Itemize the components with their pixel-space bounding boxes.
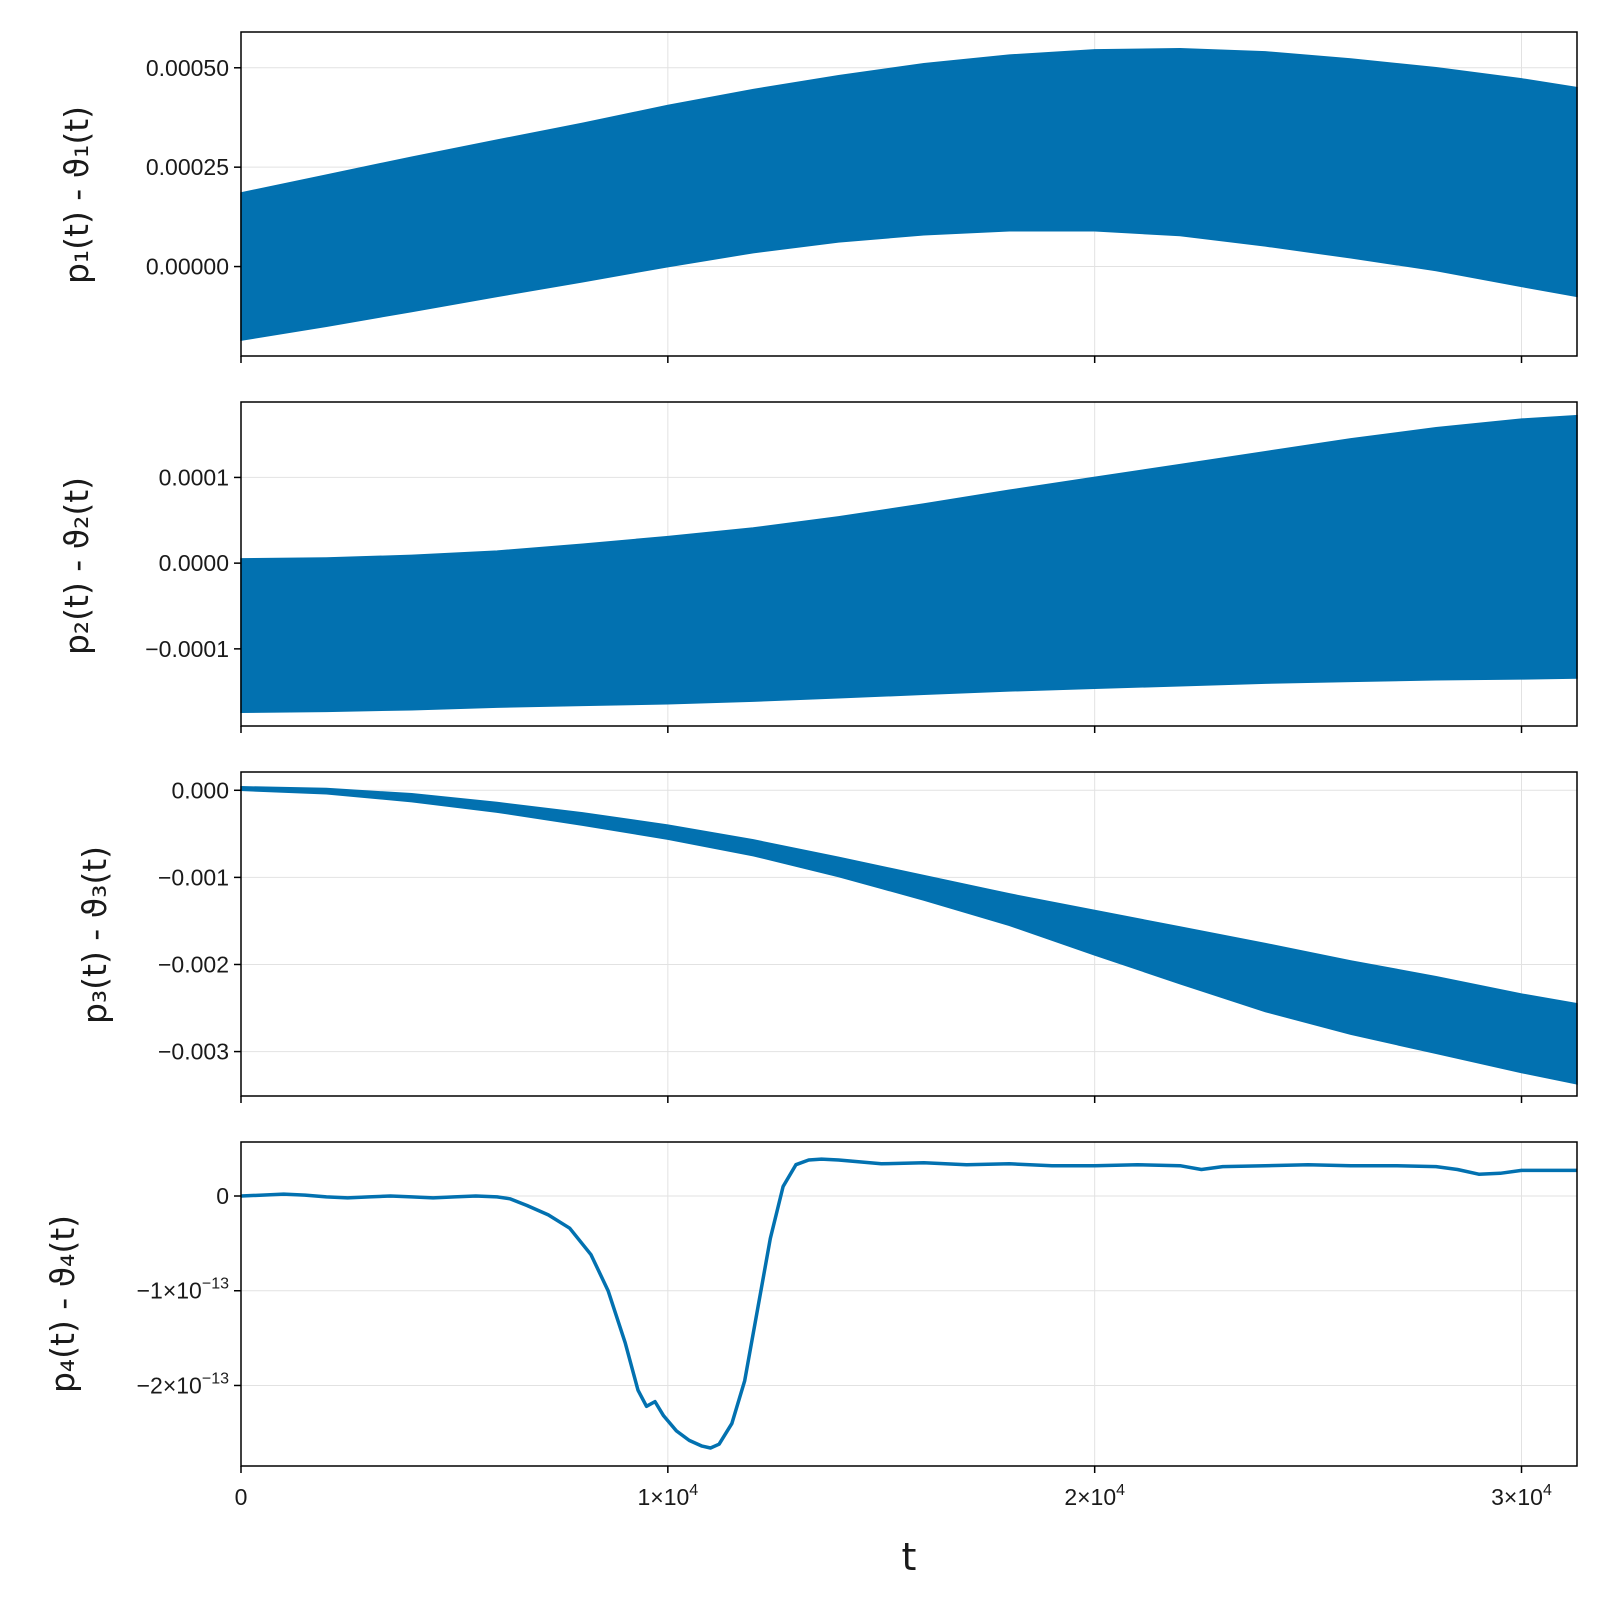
plot-frame	[240, 31, 1578, 357]
y-tick-label: 0	[216, 1183, 229, 1209]
x-tick-label: 3×104	[1491, 1482, 1552, 1510]
x-axis-label: t	[902, 1535, 917, 1579]
y-tick-label: −0.003	[158, 1039, 229, 1065]
x-tick-label: 0	[235, 1484, 248, 1510]
panel-1: p₁(t) - ϑ₁(t) 0.00050 0.00025 0.00000	[57, 31, 1578, 363]
y-tick-label: 0.00050	[146, 55, 229, 81]
oscillation-band	[240, 414, 1578, 714]
series-line	[240, 1157, 1577, 1450]
y-tick-label: 0.000	[171, 777, 229, 803]
y-tick-label: 0.0000	[159, 550, 229, 576]
y-tick-label: 0.0001	[159, 464, 229, 490]
panel-4: p₄(t) - ϑ₄(t) 0 1×104 2×104 3×104 0 −1×10−13 −…	[43, 1141, 1578, 1510]
y-tick-label: −1×10−13	[137, 1276, 229, 1304]
plot-frame	[240, 1141, 1578, 1467]
panel-2-ylabel: p₂(t) - ϑ₂(t)	[57, 477, 96, 655]
plot-frame	[240, 771, 1578, 1097]
y-tick-label: −0.002	[158, 951, 229, 977]
panel-1-ylabel: p₁(t) - ϑ₁(t)	[57, 106, 96, 284]
y-tick-label: −0.001	[158, 864, 229, 890]
x-tick-label: 1×104	[637, 1482, 698, 1510]
y-tick-label: −2×10−13	[137, 1370, 229, 1398]
panel-2: p₂(t) - ϑ₂(t) 0.0001 0.0000 −0.0001	[57, 401, 1578, 733]
panel-4-ylabel: p₄(t) - ϑ₄(t)	[43, 1215, 82, 1393]
y-tick-label: 0.00025	[146, 154, 229, 180]
panel-3-ylabel: p₃(t) - ϑ₃(t)	[75, 846, 114, 1024]
oscillation-band	[240, 47, 1578, 341]
y-tick-label: −0.0001	[145, 636, 229, 662]
plot-frame	[240, 401, 1578, 727]
x-tick-label: 2×104	[1064, 1482, 1125, 1510]
oscillation-band	[240, 786, 1578, 1085]
panel-3: p₃(t) - ϑ₃(t) 0.000 −0.001 −0.002 −0.003	[75, 771, 1578, 1103]
y-tick-label: 0.00000	[146, 254, 229, 280]
